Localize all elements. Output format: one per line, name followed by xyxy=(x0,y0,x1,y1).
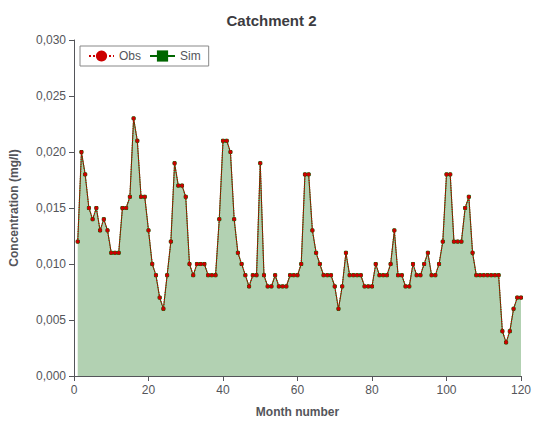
svg-text:0,030: 0,030 xyxy=(36,33,66,47)
svg-text:0,025: 0,025 xyxy=(36,89,66,103)
svg-text:Concentration (mg/l): Concentration (mg/l) xyxy=(7,149,21,266)
svg-text:Obs: Obs xyxy=(119,49,141,63)
svg-text:0,005: 0,005 xyxy=(36,313,66,327)
svg-text:60: 60 xyxy=(291,383,305,397)
svg-text:120: 120 xyxy=(511,383,531,397)
svg-text:Sim: Sim xyxy=(180,49,201,63)
svg-text:100: 100 xyxy=(436,383,456,397)
svg-text:20: 20 xyxy=(142,383,156,397)
svg-text:40: 40 xyxy=(216,383,230,397)
svg-text:0,000: 0,000 xyxy=(36,369,66,383)
svg-text:0,020: 0,020 xyxy=(36,145,66,159)
svg-text:Catchment 2: Catchment 2 xyxy=(226,12,316,29)
svg-text:0: 0 xyxy=(71,383,78,397)
svg-text:0,015: 0,015 xyxy=(36,201,66,215)
svg-text:80: 80 xyxy=(365,383,379,397)
svg-text:Month number: Month number xyxy=(256,405,340,419)
svg-text:0,010: 0,010 xyxy=(36,257,66,271)
